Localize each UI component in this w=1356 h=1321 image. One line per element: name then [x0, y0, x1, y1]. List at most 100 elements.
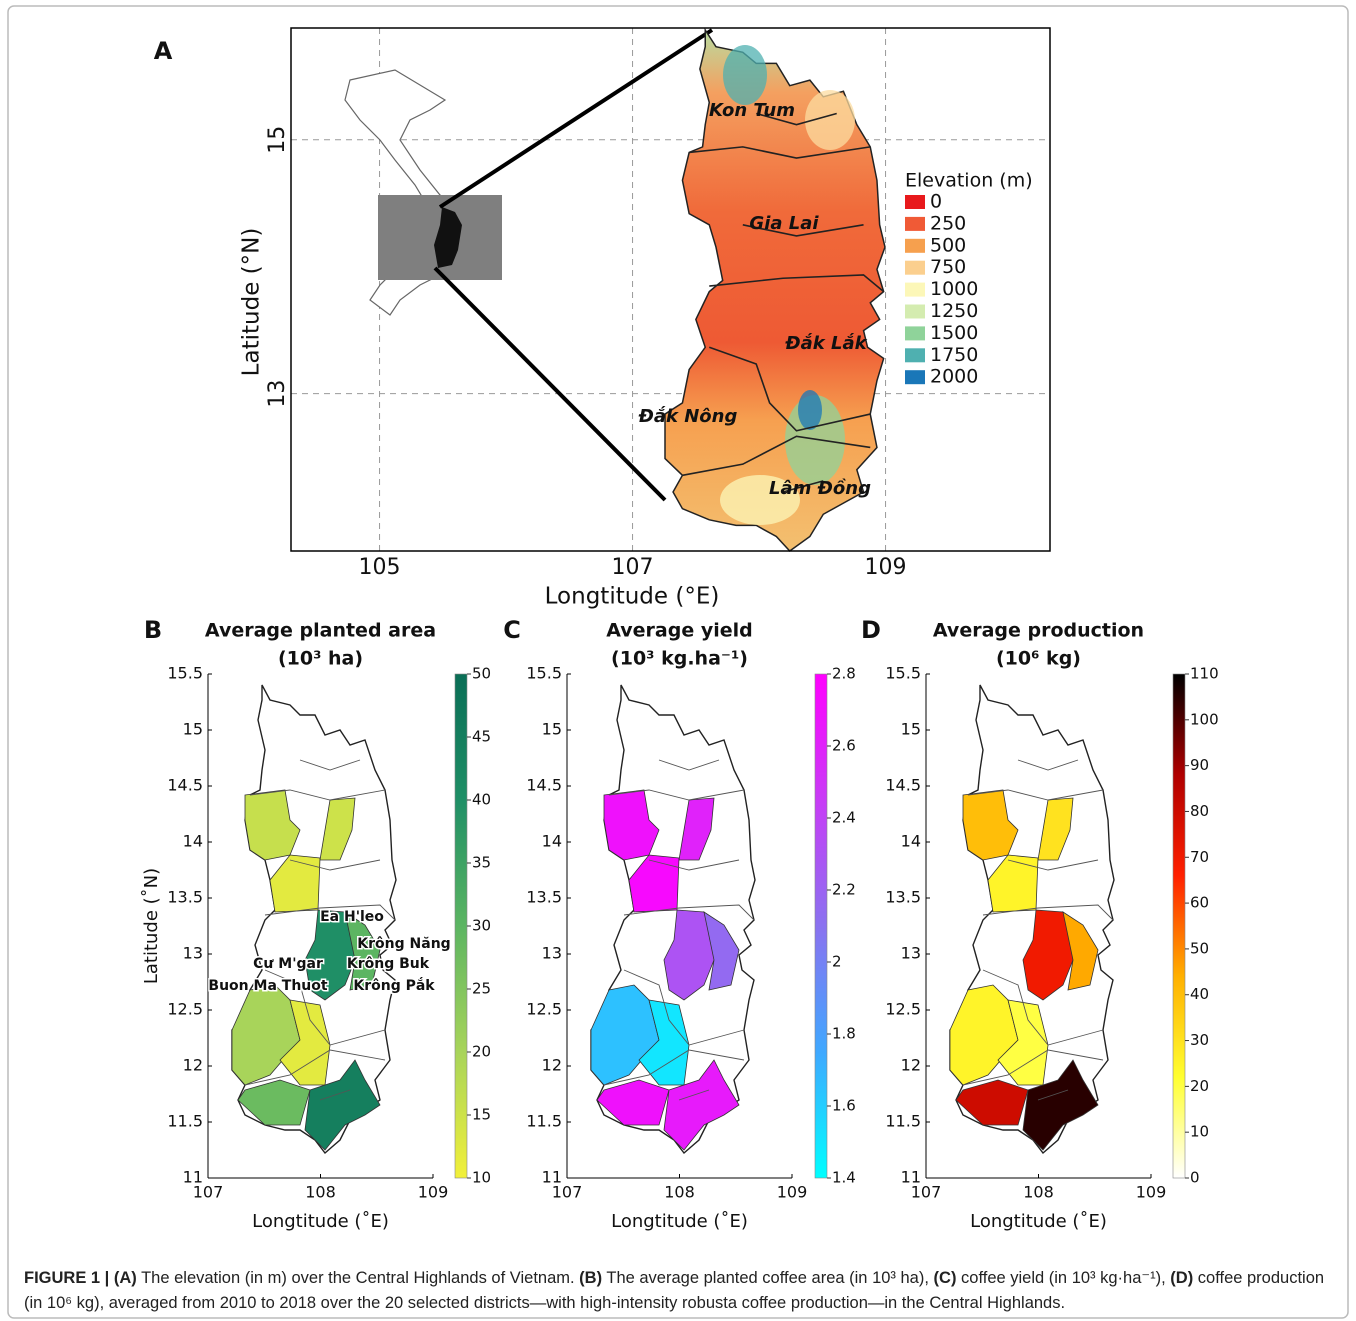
- district-boundary: [623, 969, 745, 1046]
- district-boundary: [264, 904, 396, 921]
- colorbar-tick-label: 40: [1190, 985, 1209, 1003]
- district-boundary: [1017, 759, 1079, 771]
- colorbar: [1172, 673, 1186, 1179]
- colorbar-tick-label: 30: [472, 917, 491, 935]
- y-tick-label: 14: [183, 832, 203, 851]
- district-label: Krông Buk: [347, 956, 430, 972]
- colorbar-tick-label: 2.2: [832, 881, 856, 899]
- colorbar-tick-label: 60: [1190, 894, 1209, 912]
- caption-text: coffee production (in 10⁶ kg), averaged …: [24, 1269, 1325, 1312]
- y-tick-label: 12: [183, 1056, 203, 1075]
- district: [1022, 1059, 1099, 1151]
- district-boundary: [299, 759, 361, 771]
- legend-label: 1750: [930, 344, 978, 366]
- district: [638, 999, 690, 1086]
- district-boundary: [982, 969, 1104, 1046]
- y-tick-label: 13: [542, 944, 562, 963]
- caption-bold: (C): [933, 1269, 957, 1287]
- district-boundary: [264, 969, 386, 1046]
- colorbar-tick-label: 2.4: [832, 809, 856, 827]
- legend-swatch: [905, 304, 925, 319]
- colorbar-tick-label: 70: [1190, 848, 1209, 866]
- legend-swatch: [905, 216, 925, 231]
- y-tick-label: 15.5: [167, 664, 203, 683]
- colorbar-tick-label: 50: [472, 665, 491, 683]
- elevation-patch: [723, 45, 767, 105]
- legend-label: 2000: [930, 366, 978, 388]
- district: [1062, 911, 1099, 991]
- district: [1037, 797, 1074, 861]
- legend-label: 250: [930, 212, 966, 234]
- colorbar-tick-label: 10: [1190, 1123, 1209, 1141]
- district-label: Ea H'leo: [320, 909, 384, 925]
- province-boundary: [709, 274, 885, 293]
- y-tick-label: 13: [901, 944, 921, 963]
- x-axis-label: Longtitude (°E): [545, 584, 720, 610]
- colorbar-tick-label: 0: [1190, 1169, 1200, 1187]
- colorbar-tick-label: 40: [472, 791, 491, 809]
- colorbar-tick-label: 35: [472, 854, 491, 872]
- x-axis-label: Longtitude (˚E): [970, 1211, 1107, 1232]
- district: [344, 911, 381, 991]
- colorbar-tick-label: 50: [1190, 939, 1209, 957]
- panel-unit: (10⁶ kg): [996, 648, 1081, 670]
- y-tick-label: 14.5: [885, 776, 921, 795]
- province-boundary: [756, 112, 837, 126]
- legend-swatch: [905, 282, 925, 297]
- colorbar-tick-label: 80: [1190, 802, 1209, 820]
- legend-title: Elevation (m): [905, 170, 1033, 192]
- y-tick-label: 11.5: [167, 1112, 203, 1131]
- panel-label: B: [144, 616, 162, 644]
- x-tick-label: 107: [911, 1183, 942, 1202]
- panel-unit: (10³ ha): [278, 648, 363, 670]
- y-axis-label: Latitude (°N): [239, 228, 265, 377]
- district-boundary: [1037, 1089, 1069, 1101]
- province-label: Đắk Lắk: [784, 333, 867, 354]
- district-boundary: [962, 1049, 1104, 1086]
- district: [596, 1079, 670, 1126]
- panel-title: Average yield: [606, 620, 753, 642]
- district: [678, 797, 715, 861]
- y-tick-label: 11: [183, 1168, 203, 1187]
- district-boundary: [1007, 859, 1099, 871]
- y-tick-label: 15: [542, 720, 562, 739]
- colorbar-tick-label: 1.8: [832, 1025, 856, 1043]
- caption-bold: (B): [579, 1269, 603, 1287]
- district: [304, 1059, 381, 1151]
- frame: [7, 5, 1349, 1319]
- legend-swatch: [905, 370, 925, 385]
- x-tick-label: 109: [418, 1183, 449, 1202]
- district-boundary: [678, 1089, 710, 1101]
- colorbar-tick-label: 25: [472, 980, 491, 998]
- caption: FIGURE 1 | (A) The elevation (in m) over…: [24, 1266, 1334, 1316]
- y-tick-label: 13: [183, 944, 203, 963]
- elevation-patch: [720, 475, 800, 525]
- y-tick-label: 15.5: [526, 664, 562, 683]
- y-tick-label: 14: [901, 832, 921, 851]
- district: [663, 1059, 740, 1151]
- district: [319, 797, 356, 861]
- panel-label: A: [154, 37, 173, 65]
- colorbar: [454, 673, 468, 1179]
- x-tick-label: 108: [1023, 1183, 1054, 1202]
- colorbar-tick-label: 2.6: [832, 737, 856, 755]
- legend-swatch: [905, 326, 925, 341]
- y-tick-label: 12.5: [167, 1000, 203, 1019]
- y-tick-label: 12.5: [885, 1000, 921, 1019]
- province-boundary: [782, 480, 824, 493]
- x-axis-label: Longtitude (˚E): [252, 1211, 389, 1232]
- zoom-line: [433, 266, 667, 502]
- highlands-inset: [434, 207, 462, 268]
- panel-title: Average planted area: [205, 620, 436, 642]
- district-boundary: [319, 1089, 351, 1101]
- district-boundary: [289, 859, 381, 871]
- district: [997, 999, 1049, 1086]
- colorbar-tick-label: 15: [472, 1106, 491, 1124]
- district-boundary: [249, 789, 386, 801]
- district-label: Buon Ma Thuot: [208, 978, 327, 994]
- district: [955, 1079, 1029, 1126]
- y-tick-label: 11: [901, 1168, 921, 1187]
- colorbar-tick-label: 2: [832, 953, 842, 971]
